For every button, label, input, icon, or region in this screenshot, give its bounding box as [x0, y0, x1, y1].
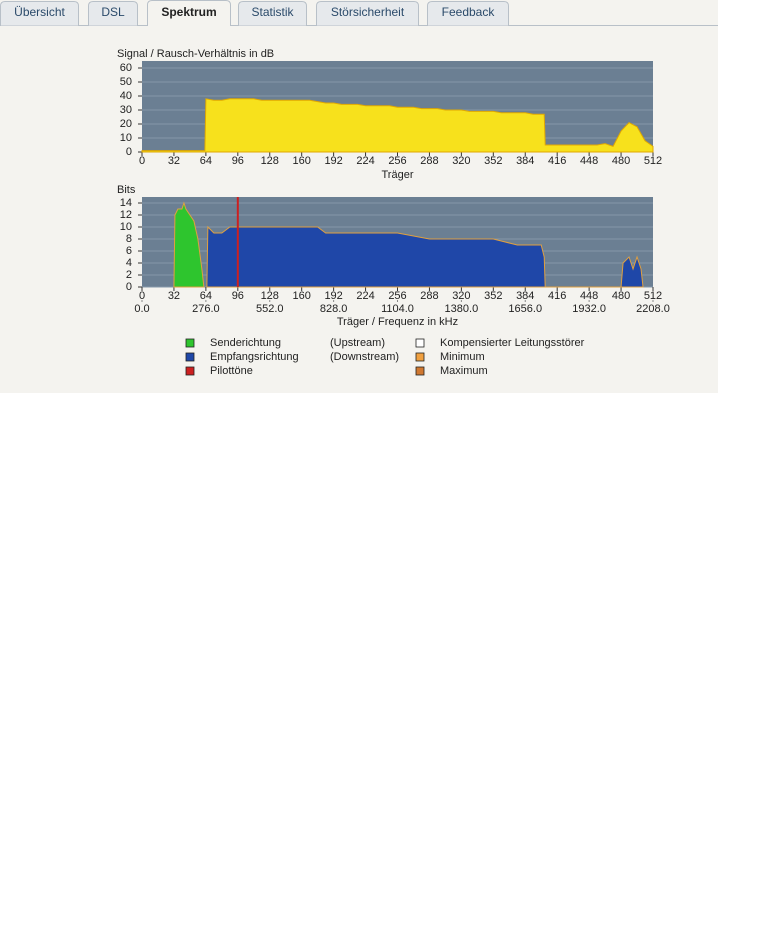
y-tick-label: 6 — [126, 245, 132, 257]
y-tick-label: 14 — [120, 197, 132, 209]
tab[interactable] — [427, 1, 509, 26]
x-tick-label: 256 — [388, 155, 406, 167]
x2-tick-label: 1656.0 — [508, 303, 542, 315]
x-tick-label: 0 — [139, 290, 145, 302]
x-tick-label: 512 — [644, 290, 662, 302]
tab[interactable] — [316, 1, 419, 26]
y-tick-label: 10 — [120, 132, 132, 144]
y-tick-label: 8 — [126, 233, 132, 245]
y-tick-label: 2 — [126, 269, 132, 281]
legend-swatch — [415, 352, 425, 362]
x2-tick-label: 1104.0 — [381, 303, 414, 315]
x-tick-label: 0 — [139, 155, 145, 167]
legend-swatch — [415, 338, 425, 348]
x-tick-label: 480 — [612, 155, 630, 167]
x-tick-label: 96 — [232, 290, 244, 302]
y-tick-label: 0 — [126, 281, 132, 293]
tab[interactable] — [147, 0, 231, 26]
x2-tick-label: 1380.0 — [445, 303, 479, 315]
x2-tick-label: 1932.0 — [572, 303, 606, 315]
x-tick-label: 64 — [200, 155, 212, 167]
x-tick-label: 480 — [612, 290, 630, 302]
x-tick-label: 160 — [293, 290, 311, 302]
x-tick-label: 32 — [168, 290, 180, 302]
y-tick-label: 10 — [120, 221, 132, 233]
x-tick-label: 96 — [232, 155, 244, 167]
x-tick-label: 384 — [516, 290, 534, 302]
tab[interactable] — [0, 1, 79, 26]
x-tick-label: 192 — [324, 155, 342, 167]
legend-label: Kompensierter Leitungsstörer — [440, 337, 585, 349]
x-axis-label: Träger / Frequenz in kHz — [337, 316, 458, 328]
y-tick-label: 40 — [120, 90, 132, 102]
legend-swatch — [415, 366, 425, 376]
x-axis-label: Träger — [382, 169, 414, 181]
panel — [0, 0, 718, 393]
x-tick-label: 224 — [356, 155, 374, 167]
legend-note: (Upstream) — [330, 337, 385, 349]
x-tick-label: 352 — [484, 290, 502, 302]
legend-swatch — [185, 338, 195, 348]
tab-label[interactable]: Feedback — [442, 5, 496, 19]
legend-label: Pilottöne — [210, 365, 253, 377]
legend-note: (Downstream) — [330, 351, 399, 363]
tab-label[interactable]: Spektrum — [161, 5, 216, 19]
y-axis-label: Signal / Rausch-Verhältnis in dB — [117, 48, 274, 60]
x-tick-label: 384 — [516, 155, 534, 167]
y-tick-label: 20 — [120, 118, 132, 130]
x2-tick-label: 828.0 — [320, 303, 348, 315]
x2-tick-label: 2208.0 — [636, 303, 670, 315]
tab-label[interactable]: Übersicht — [14, 5, 65, 19]
x2-tick-label: 0.0 — [134, 303, 149, 315]
y-tick-label: 50 — [120, 76, 132, 88]
x-tick-label: 160 — [293, 155, 311, 167]
legend-label: Minimum — [440, 351, 485, 363]
y-tick-label: 60 — [120, 62, 132, 74]
x-tick-label: 256 — [388, 290, 406, 302]
x-tick-label: 320 — [452, 290, 470, 302]
x-tick-label: 32 — [168, 155, 180, 167]
area — [206, 225, 644, 288]
legend-label: Senderichtung — [210, 337, 281, 349]
y-tick-label: 12 — [120, 209, 132, 221]
tab-label[interactable]: DSL — [101, 5, 125, 19]
x-tick-label: 288 — [420, 155, 438, 167]
x-tick-label: 416 — [548, 155, 566, 167]
x-tick-label: 416 — [548, 290, 566, 302]
area — [141, 98, 654, 153]
x-tick-label: 512 — [644, 155, 662, 167]
y-tick-label: 30 — [120, 104, 132, 116]
x-tick-label: 128 — [261, 290, 279, 302]
area — [173, 201, 205, 288]
x2-tick-label: 276.0 — [192, 303, 220, 315]
legend-label: Maximum — [440, 365, 488, 377]
x2-tick-label: 552.0 — [256, 303, 284, 315]
tab[interactable] — [238, 1, 307, 26]
x-tick-label: 288 — [420, 290, 438, 302]
x-tick-label: 448 — [580, 290, 598, 302]
x-tick-label: 224 — [356, 290, 374, 302]
x-tick-label: 320 — [452, 155, 470, 167]
y-axis-label: Bits — [117, 184, 136, 196]
x-tick-label: 192 — [324, 290, 342, 302]
x-tick-label: 352 — [484, 155, 502, 167]
x-tick-label: 448 — [580, 155, 598, 167]
tab-label[interactable]: Störsicherheit — [331, 5, 405, 19]
legend-swatch — [185, 366, 195, 376]
legend-label: Empfangsrichtung — [210, 351, 299, 363]
tab[interactable] — [88, 1, 138, 26]
x-tick-label: 128 — [261, 155, 279, 167]
x-tick-label: 64 — [200, 290, 212, 302]
legend-swatch — [185, 352, 195, 362]
y-tick-label: 0 — [126, 146, 132, 158]
tab-label[interactable]: Statistik — [251, 5, 294, 19]
y-tick-label: 4 — [126, 257, 132, 269]
